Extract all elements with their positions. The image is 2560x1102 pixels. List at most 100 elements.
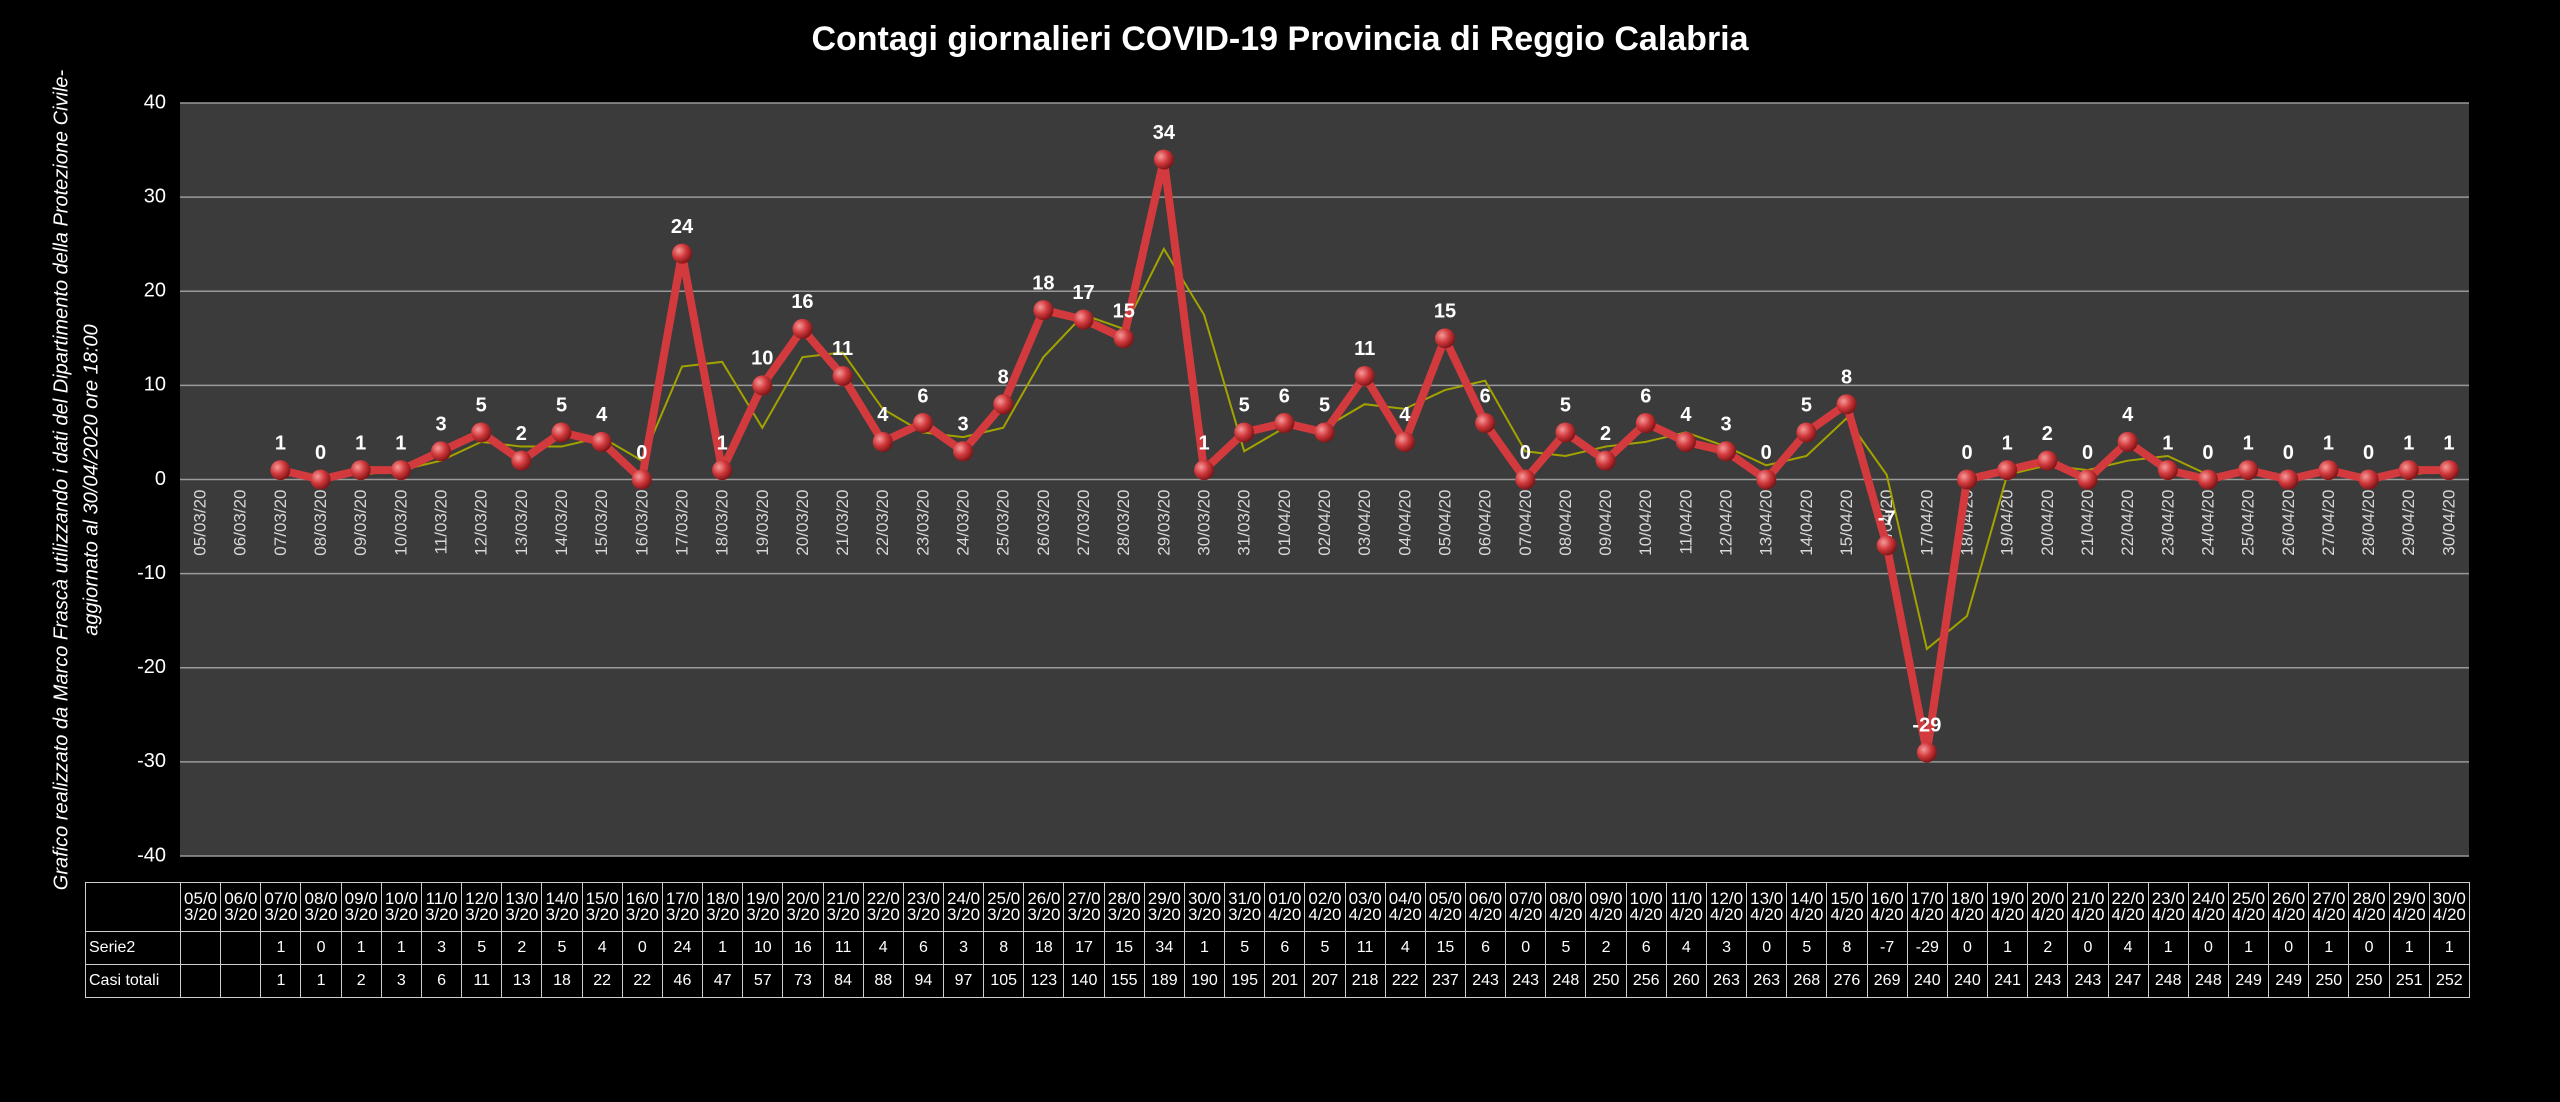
table-cell: 16: [782, 931, 824, 965]
point: [2278, 469, 2299, 490]
data-label: 1: [2443, 432, 2454, 454]
point: [1756, 469, 1777, 490]
table-cell: 4: [1384, 931, 1426, 965]
table-cell: 18/03/20: [702, 882, 744, 932]
point: [350, 460, 371, 481]
x-tick-label: 15/03/20: [592, 490, 611, 556]
x-tick-label: 20/03/20: [793, 490, 812, 556]
table-cell: 22: [581, 964, 623, 998]
table-cell: [85, 882, 181, 932]
data-label: 16: [791, 291, 813, 313]
table-cell: 0: [621, 931, 663, 965]
point: [390, 460, 411, 481]
data-label: 6: [1480, 385, 1491, 407]
table-cell: 19/03/20: [742, 882, 784, 932]
table-cell: 14/04/20: [1786, 882, 1828, 932]
table-cell: 6: [1625, 931, 1667, 965]
data-table: 05/03/20 06/03/20 07/03/20 08/03/20 09/03/20…: [85, 882, 2470, 998]
point: [1555, 422, 1576, 443]
table-cell: 24/04/20: [2187, 882, 2229, 932]
table-cell: 3: [1705, 931, 1748, 965]
x-tick-label: 24/03/20: [954, 490, 973, 556]
point: [2157, 460, 2178, 481]
table-cell: 47: [702, 964, 744, 998]
data-label: 8: [998, 366, 1009, 388]
table-cell: 6: [1464, 931, 1507, 965]
point: [953, 441, 974, 462]
chart-title: Contagi giornalieri COVID-19 Provincia d…: [811, 20, 1749, 58]
table-cell: 251: [2388, 964, 2430, 998]
table-cell: 02/04/20: [1304, 882, 1346, 932]
table-cell: 1: [300, 964, 342, 998]
y-tick-label: 40: [144, 91, 166, 113]
table-cell: 29/03/20: [1143, 882, 1185, 932]
table-cell: 11: [822, 931, 864, 965]
x-tick-label: 28/03/20: [1114, 490, 1133, 556]
table-cell: 248: [2187, 964, 2229, 998]
data-label: 0: [636, 442, 647, 464]
table-cell: 28/03/20: [1103, 882, 1145, 932]
table-cell: 21/04/20: [2067, 882, 2109, 932]
x-tick-label: 18/03/20: [713, 490, 732, 556]
data-label: 4: [1399, 404, 1411, 426]
side-note: Grafico realizzato da Marco Frascà utili…: [50, 69, 72, 890]
table-cell: 09/03/20: [340, 882, 382, 932]
table-cell: 22/04/20: [2107, 882, 2149, 932]
x-tick-label: 19/04/20: [1998, 490, 2017, 556]
table-cell: 11/03/20: [420, 882, 463, 932]
table-cell: 15/04/20: [1826, 882, 1868, 932]
point: [993, 394, 1014, 415]
table-cell: 30/03/20: [1183, 882, 1226, 932]
point: [431, 441, 452, 462]
data-label: 4: [877, 404, 889, 426]
x-tick-label: 13/03/20: [512, 490, 531, 556]
y-tick-label: 30: [144, 185, 166, 207]
table-cell: 195: [1224, 964, 1266, 998]
table-cell: 0: [300, 931, 342, 965]
data-label: 18: [1032, 272, 1054, 294]
table-cell: 218: [1344, 964, 1386, 998]
table-cell: 0: [1746, 931, 1788, 965]
table-cell: 243: [2027, 964, 2069, 998]
point: [912, 413, 933, 434]
table-cell: 30/04/20: [2428, 882, 2470, 932]
table-row: Serie2 1 0 1 1 3 5 2 5 4 0 24 1 10 16 11 4 6 3 8 18 17 15 34 1 5 6…: [85, 931, 2470, 965]
point: [2037, 450, 2058, 471]
table-cell: [220, 964, 262, 998]
point: [1957, 469, 1978, 490]
x-tick-label: 10/03/20: [391, 490, 410, 556]
table-cell: 17: [1063, 931, 1105, 965]
table-cell: 22: [621, 964, 663, 998]
table-cell: 243: [1464, 964, 1507, 998]
table-cell: 1: [2147, 931, 2189, 965]
table-cell: [179, 964, 222, 998]
y-tick-label: -40: [137, 844, 166, 866]
point: [2077, 469, 2098, 490]
point: [1675, 431, 1696, 452]
x-tick-label: 25/03/20: [994, 490, 1013, 556]
table-cell: 23/03/20: [902, 882, 944, 932]
table-cell: 18: [541, 964, 583, 998]
data-label: 4: [2122, 404, 2134, 426]
y-tick-label: 20: [144, 280, 166, 302]
x-tick-label: 21/03/20: [833, 490, 852, 556]
table-cell: 26/03/20: [1023, 882, 1065, 932]
point: [1153, 149, 1174, 170]
x-tick-label: 07/03/20: [271, 490, 290, 556]
table-row: 05/03/20 06/03/20 07/03/20 08/03/20 09/03/20…: [85, 882, 2470, 932]
x-tick-label: 04/04/20: [1395, 490, 1414, 556]
table-cell: 269: [1866, 964, 1908, 998]
table-cell: 06/04/20: [1464, 882, 1507, 932]
x-tick-label: 26/04/20: [2279, 490, 2298, 556]
x-tick-label: 11/04/20: [1676, 490, 1695, 555]
point: [1836, 394, 1857, 415]
table-cell: 34: [1143, 931, 1185, 965]
table-cell: 0: [1946, 931, 1989, 965]
point: [2398, 460, 2419, 481]
table-cell: 84: [822, 964, 864, 998]
data-label: 6: [917, 385, 928, 407]
table-cell: 1: [340, 931, 382, 965]
table-cell: 10/04/20: [1625, 882, 1667, 932]
x-tick-label: 09/04/20: [1596, 490, 1615, 556]
point: [2197, 469, 2218, 490]
